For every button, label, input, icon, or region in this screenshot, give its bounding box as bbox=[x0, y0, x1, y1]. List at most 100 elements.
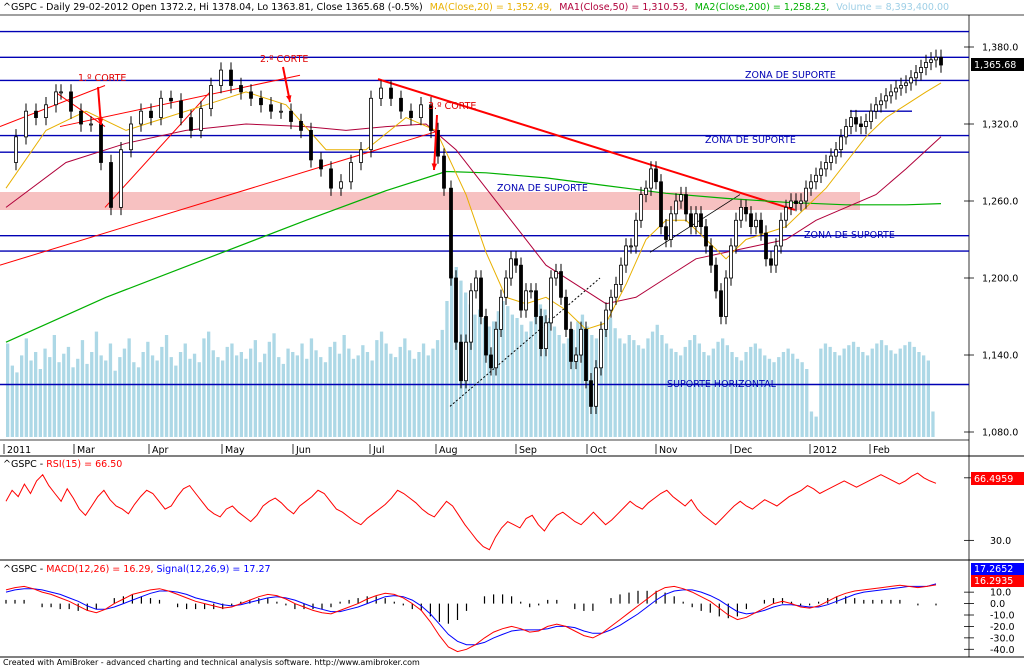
volume-bar bbox=[136, 367, 141, 437]
volume-bar bbox=[249, 348, 253, 437]
month-label: Sep bbox=[519, 445, 537, 456]
macd-value-tag bbox=[971, 575, 1024, 587]
candle-body bbox=[744, 206, 748, 215]
volume-bar bbox=[57, 362, 61, 437]
volume-bar bbox=[426, 355, 430, 437]
volume-bar bbox=[814, 416, 818, 437]
candle-body bbox=[509, 258, 513, 279]
candle-body bbox=[899, 85, 903, 89]
volume-bars bbox=[6, 267, 935, 437]
volume-bar bbox=[160, 346, 164, 437]
volume-bar bbox=[875, 343, 879, 437]
price-tick-label: 1,260.0 bbox=[982, 197, 1018, 208]
candle-body bbox=[514, 258, 518, 266]
volume-bar bbox=[506, 306, 510, 437]
volume-bar bbox=[473, 314, 477, 437]
volume-bar bbox=[351, 358, 356, 437]
volume-bar bbox=[828, 346, 832, 437]
candle-body bbox=[704, 226, 708, 247]
volume-bar bbox=[230, 343, 234, 437]
volume-bar bbox=[393, 357, 398, 437]
candle-body bbox=[789, 200, 793, 208]
volume-bar bbox=[375, 340, 379, 437]
volume-bar bbox=[440, 329, 444, 437]
candle-body bbox=[754, 219, 758, 228]
volume-bar bbox=[580, 314, 585, 437]
volume-bar bbox=[520, 324, 524, 437]
volume-bar bbox=[777, 357, 781, 437]
volume-bar bbox=[912, 346, 916, 437]
volume-bar bbox=[510, 314, 514, 437]
volume-bar bbox=[552, 326, 557, 437]
last-price-tag bbox=[971, 58, 1024, 71]
candle-body bbox=[694, 213, 698, 228]
candle-body bbox=[594, 367, 598, 407]
candle-body bbox=[229, 69, 233, 86]
candle-body bbox=[834, 149, 838, 157]
candle-body bbox=[769, 258, 773, 266]
month-label: Dec bbox=[734, 445, 752, 456]
zona-label-1: ZONA DE SUPORTE bbox=[745, 70, 836, 81]
volume-bar bbox=[730, 352, 734, 437]
volume-bar bbox=[837, 355, 842, 437]
main-downtrend-line bbox=[377, 78, 796, 211]
volume-bar bbox=[786, 348, 790, 437]
candle-body bbox=[729, 245, 733, 279]
macd-axis: 10.00.0-10.0-20.0-30.0-40.0 bbox=[964, 588, 1015, 656]
candle-body bbox=[474, 277, 478, 292]
volume-bar bbox=[908, 341, 912, 437]
candle-body bbox=[499, 296, 503, 330]
candle-body bbox=[919, 67, 923, 73]
volume-bar bbox=[150, 355, 155, 437]
volume-bar bbox=[38, 369, 42, 437]
candle-body bbox=[809, 181, 813, 189]
volume-bar bbox=[80, 340, 85, 437]
volume-bar bbox=[926, 360, 930, 437]
volume-bar bbox=[879, 340, 884, 437]
macd-value-label: 16.2935 bbox=[974, 576, 1013, 587]
volume-bar bbox=[753, 343, 757, 437]
candle-body bbox=[829, 155, 833, 163]
volume-bar bbox=[188, 358, 192, 437]
volume-bar bbox=[192, 353, 197, 437]
candle-body bbox=[442, 155, 446, 189]
candle-body bbox=[99, 123, 103, 163]
volume-bar bbox=[85, 363, 89, 437]
volume-bar bbox=[721, 338, 725, 437]
candle-body bbox=[889, 91, 893, 97]
candle-body bbox=[634, 219, 638, 247]
volume-bar bbox=[646, 338, 650, 437]
volume-bar bbox=[286, 348, 290, 437]
macd-tick-label: 0.0 bbox=[990, 599, 1005, 610]
volume-bar bbox=[655, 324, 659, 437]
uptrend-line-long bbox=[0, 129, 441, 266]
volume-bar bbox=[258, 362, 262, 437]
candle-body bbox=[269, 104, 273, 112]
candle-body bbox=[34, 110, 38, 118]
volume-bar bbox=[244, 358, 248, 437]
candle-body bbox=[484, 316, 488, 356]
candle-body bbox=[549, 277, 553, 324]
candle-body bbox=[79, 110, 83, 125]
volume-bar bbox=[847, 345, 851, 437]
candle-body bbox=[129, 123, 133, 151]
volume-bar bbox=[711, 348, 715, 437]
candle-body bbox=[864, 121, 868, 127]
volume-bar bbox=[496, 311, 500, 437]
price-tick-label: 1,320.0 bbox=[982, 120, 1018, 131]
candle-body bbox=[219, 69, 223, 86]
corte-arrows bbox=[97, 66, 438, 171]
volume-bar bbox=[407, 350, 412, 437]
candle-body bbox=[749, 213, 753, 228]
volume-bar bbox=[795, 358, 800, 437]
candle-body bbox=[339, 181, 343, 189]
month-label: Oct bbox=[590, 445, 607, 456]
volume-bar bbox=[842, 348, 846, 437]
volume-bar bbox=[809, 411, 814, 437]
candle-body bbox=[764, 232, 768, 260]
volume-bar bbox=[127, 338, 131, 437]
volume-bar bbox=[468, 304, 472, 437]
volume-bar bbox=[347, 348, 351, 437]
candle-body bbox=[779, 219, 783, 247]
candle-body bbox=[904, 82, 908, 86]
